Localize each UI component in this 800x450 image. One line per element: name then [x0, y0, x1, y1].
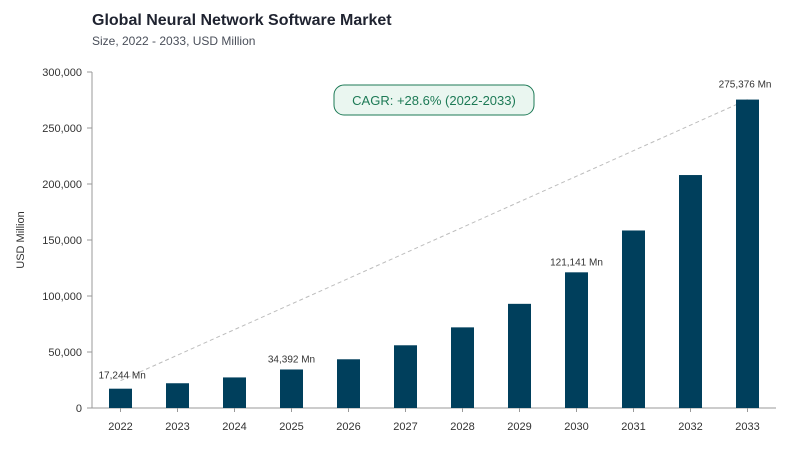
y-axis-label: USD Million [15, 211, 27, 268]
chart-subtitle: Size, 2022 - 2033, USD Million [92, 34, 256, 48]
x-tick-label: 2030 [564, 421, 588, 433]
x-tick-label: 2031 [621, 421, 645, 433]
x-tick-label: 2026 [336, 421, 360, 433]
bar-2022 [109, 388, 132, 408]
bar-2026 [337, 359, 360, 408]
bar-2029 [508, 303, 531, 408]
data-label: 17,244 Mn [99, 371, 146, 382]
bar-2027 [394, 345, 417, 408]
x-tick-label: 2022 [108, 421, 132, 433]
bar-2030 [565, 272, 588, 408]
bar-2031 [622, 230, 645, 408]
x-tick-label: 2033 [735, 421, 759, 433]
x-tick-label: 2027 [393, 421, 417, 433]
bar-2025 [280, 369, 303, 408]
data-label: 34,392 Mn [268, 354, 315, 365]
y-tick-label: 0 [76, 403, 82, 415]
bar-2023 [166, 383, 189, 408]
cagr-annotation-box [333, 84, 535, 116]
data-label: 121,141 Mn [550, 257, 603, 268]
cagr-annotation-text: CAGR: +28.6% (2022-2033) [352, 93, 516, 108]
bar-2028 [451, 327, 474, 408]
x-tick-label: 2028 [450, 421, 474, 433]
y-tick-label: 300,000 [42, 67, 82, 79]
y-tick-label: 250,000 [42, 123, 82, 135]
bar-2032 [679, 175, 702, 408]
bar-2024 [223, 377, 246, 408]
chart-title: Global Neural Network Software Market [92, 12, 392, 29]
cagr-trend-line [120, 99, 748, 382]
y-tick-label: 50,000 [48, 347, 82, 359]
data-label: 275,376 Mn [719, 80, 772, 91]
x-tick-label: 2023 [165, 421, 189, 433]
x-tick-label: 2032 [678, 421, 702, 433]
bar-2033 [736, 99, 759, 408]
x-tick-label: 2024 [222, 421, 246, 433]
y-tick-label: 150,000 [42, 235, 82, 247]
y-tick-label: 200,000 [42, 179, 82, 191]
x-tick-label: 2025 [279, 421, 303, 433]
x-tick-label: 2029 [507, 421, 531, 433]
y-tick-label: 100,000 [42, 291, 82, 303]
